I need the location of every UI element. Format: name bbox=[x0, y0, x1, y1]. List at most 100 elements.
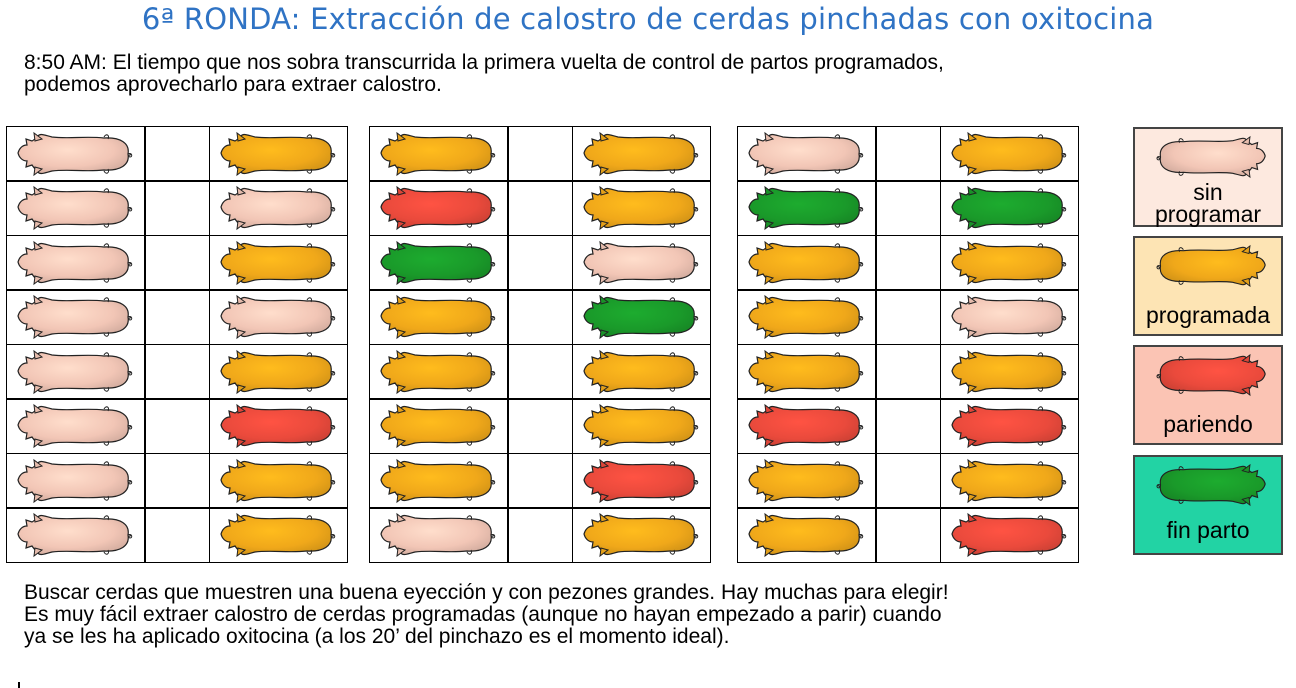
aisle-cell bbox=[876, 290, 940, 344]
crate-cell bbox=[941, 236, 1078, 289]
crate-cell bbox=[370, 290, 507, 344]
aisle-cell bbox=[508, 454, 572, 507]
crate-cell bbox=[370, 399, 507, 453]
pig-icon bbox=[16, 349, 132, 394]
crate-cell bbox=[210, 290, 347, 344]
pig-icon bbox=[950, 131, 1066, 176]
pig-icon bbox=[582, 403, 698, 449]
crate-cell bbox=[210, 181, 347, 235]
crate-cell bbox=[573, 508, 710, 562]
crate-cell bbox=[573, 290, 710, 344]
aisle-cell bbox=[145, 127, 209, 180]
pig-icon bbox=[379, 349, 495, 394]
pig-icon bbox=[582, 131, 698, 176]
crate-cell bbox=[210, 399, 347, 453]
pig-icon bbox=[582, 240, 698, 285]
aisle-cell bbox=[876, 236, 940, 289]
crate-cell bbox=[573, 127, 710, 180]
legend-sin-programar: sin programar bbox=[1133, 127, 1283, 227]
crate-cell bbox=[573, 181, 710, 235]
pig-icon bbox=[219, 403, 335, 449]
outro-line: Es muy fácil extraer calostro de cerdas … bbox=[24, 603, 942, 626]
crate-cell bbox=[210, 454, 347, 507]
aisle-cell bbox=[508, 181, 572, 235]
aisle-cell bbox=[145, 236, 209, 289]
aisle-cell bbox=[508, 399, 572, 453]
outro-text: Buscar cerdas que muestren una buena eye… bbox=[24, 582, 1274, 648]
legend-label-line: programar bbox=[1154, 201, 1262, 227]
aisle-cell bbox=[876, 181, 940, 235]
aisle-cell bbox=[876, 454, 940, 507]
aisle-cell bbox=[145, 454, 209, 507]
intro-text: 8:50 AM: El tiempo que nos sobra transcu… bbox=[24, 52, 1264, 96]
pig-icon bbox=[582, 294, 698, 340]
aisle-cell bbox=[145, 290, 209, 344]
legend-fin-parto: fin parto bbox=[1133, 455, 1283, 555]
legend-label-line: sin bbox=[1193, 179, 1223, 205]
crate-cell bbox=[370, 236, 507, 289]
pig-icon bbox=[219, 131, 335, 176]
crate-cell bbox=[210, 127, 347, 180]
pig-icon bbox=[379, 512, 495, 558]
crate-cell bbox=[738, 399, 875, 453]
crate-cell bbox=[7, 508, 144, 562]
crate-cell bbox=[573, 345, 710, 398]
aisle-cell bbox=[508, 290, 572, 344]
pig-icon bbox=[950, 185, 1066, 231]
pig-icon bbox=[16, 185, 132, 231]
pig-icon bbox=[219, 512, 335, 558]
crate-cell bbox=[370, 181, 507, 235]
pig-icon bbox=[950, 240, 1066, 285]
aisle-cell bbox=[145, 508, 209, 562]
pig-icon bbox=[747, 458, 863, 503]
farrowing-block-1 bbox=[6, 126, 348, 563]
pig-icon bbox=[379, 458, 495, 503]
aisle-cell bbox=[145, 181, 209, 235]
crate-cell bbox=[738, 345, 875, 398]
crate-cell bbox=[738, 181, 875, 235]
crate-cell bbox=[738, 236, 875, 289]
pig-icon bbox=[1156, 135, 1266, 179]
crate-cell bbox=[941, 127, 1078, 180]
pig-icon bbox=[747, 294, 863, 340]
pig-icon bbox=[219, 185, 335, 231]
crate-cell bbox=[210, 508, 347, 562]
crate-cell bbox=[941, 454, 1078, 507]
pig-icon bbox=[16, 403, 132, 449]
aisle-cell bbox=[145, 399, 209, 453]
intro-line: 8:50 AM: El tiempo que nos sobra transcu… bbox=[24, 51, 944, 74]
crate-cell bbox=[210, 236, 347, 289]
pig-icon bbox=[1156, 463, 1266, 507]
pig-icon bbox=[747, 131, 863, 176]
pig-icon bbox=[747, 240, 863, 285]
pig-icon bbox=[582, 458, 698, 503]
pig-icon bbox=[379, 403, 495, 449]
crate-cell bbox=[370, 508, 507, 562]
crate-cell bbox=[738, 454, 875, 507]
pig-icon bbox=[379, 185, 495, 231]
pig-icon bbox=[582, 349, 698, 394]
crate-cell bbox=[941, 508, 1078, 562]
crate-cell bbox=[7, 399, 144, 453]
legend-label: fin parto bbox=[1166, 517, 1250, 543]
crate-cell bbox=[7, 290, 144, 344]
pig-icon bbox=[219, 294, 335, 340]
pig-icon bbox=[950, 512, 1066, 558]
pig-icon bbox=[379, 294, 495, 340]
pig-icon bbox=[950, 294, 1066, 340]
outro-line: ya se les ha aplicado oxitocina (a los 2… bbox=[24, 625, 730, 648]
crate-cell bbox=[738, 508, 875, 562]
legend-pariendo: pariendo bbox=[1133, 345, 1283, 445]
aisle-cell bbox=[876, 127, 940, 180]
pig-icon bbox=[582, 185, 698, 231]
aisle-cell bbox=[508, 127, 572, 180]
pig-icon bbox=[582, 512, 698, 558]
crate-cell bbox=[210, 345, 347, 398]
pig-icon bbox=[1156, 244, 1266, 288]
farrowing-block-2 bbox=[369, 126, 711, 563]
pig-icon bbox=[16, 240, 132, 285]
pig-icon bbox=[950, 458, 1066, 503]
pig-icon bbox=[16, 131, 132, 176]
aisle-cell bbox=[508, 345, 572, 398]
pig-icon bbox=[950, 403, 1066, 449]
